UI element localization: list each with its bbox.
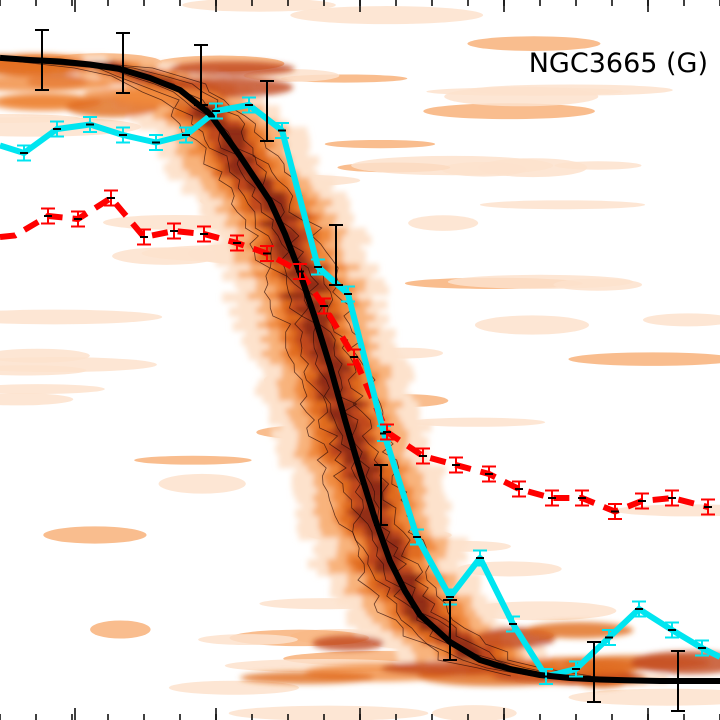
density-band: [365, 501, 390, 512]
density-band: [293, 263, 318, 274]
density-band: [351, 508, 376, 519]
density-blob: [240, 671, 374, 684]
density-band: [274, 213, 299, 224]
background-streak: [43, 526, 147, 544]
density-band: [296, 307, 321, 317]
model-line: [0, 54, 720, 684]
density-band: [221, 127, 246, 137]
background-streak: [134, 455, 252, 465]
density-blob: [114, 87, 222, 107]
density-band: [394, 573, 419, 584]
density-band: [304, 285, 329, 296]
density-band: [310, 350, 335, 361]
background-streak: [290, 6, 484, 25]
background-streak: [642, 313, 720, 327]
density-band: [277, 249, 302, 260]
density-band: [358, 465, 383, 476]
background-streak: [444, 86, 599, 107]
background-streak: [474, 315, 590, 335]
background-streak: [0, 309, 163, 325]
density-blob: [169, 61, 295, 77]
model-errorbar: [374, 464, 388, 526]
density-band: [328, 415, 353, 425]
background-streak: [408, 215, 479, 231]
density-contour-lines: [3, 59, 592, 677]
density-band: [375, 559, 400, 569]
background-streak: [351, 155, 554, 176]
background-streak: [479, 200, 646, 210]
density-band: [360, 494, 385, 505]
background-streak: [406, 417, 546, 427]
density-band: [263, 220, 288, 231]
density-band: [284, 292, 309, 303]
density-band: [218, 148, 243, 159]
density-band: [225, 163, 250, 173]
density-band: [375, 566, 400, 577]
series-layer: [0, 29, 720, 712]
model-errorbar: [116, 32, 130, 94]
density-band: [307, 314, 332, 325]
density-band: [381, 551, 406, 562]
model-errorbar: [260, 80, 274, 142]
density-band: [357, 515, 382, 526]
contour-line: [3, 59, 511, 677]
model-errorbar: [587, 641, 601, 703]
model-errorbar: [194, 44, 208, 106]
background-streak: [0, 348, 90, 363]
background-streak: [553, 278, 643, 291]
density-band: [448, 638, 473, 649]
background-streak: [0, 393, 74, 406]
background-streak: [0, 384, 105, 394]
density-blob: [631, 651, 720, 675]
model-errorbar: [671, 650, 685, 712]
background-streak: [90, 620, 151, 639]
background-streak: [568, 688, 720, 706]
background-streak: [432, 705, 517, 720]
observed-line: [0, 102, 720, 680]
density-band: [260, 191, 285, 202]
background-streak: [198, 634, 298, 646]
density-band: [221, 134, 246, 145]
background-streak: [423, 103, 595, 120]
contour-line: [4, 59, 532, 677]
contour-line: [17, 59, 541, 677]
background-streak: [324, 139, 436, 149]
density-band: [273, 242, 298, 253]
dispersion-line: [0, 194, 709, 515]
density-blob: [525, 621, 634, 639]
density-band: [282, 271, 307, 281]
density-band: [326, 364, 351, 375]
density-band: [338, 400, 363, 411]
background-streak: [0, 365, 87, 376]
density-band: [360, 487, 385, 497]
model-errorbar: [443, 599, 457, 661]
model-errorbar: [35, 29, 49, 91]
model-errorbar: [329, 224, 343, 286]
background-streak: [158, 473, 246, 494]
contour-line: [47, 59, 566, 677]
density-band: [409, 616, 434, 627]
density-band: [457, 652, 482, 663]
background-streak: [613, 504, 720, 517]
background-streak: [568, 352, 720, 366]
density-band: [403, 595, 428, 605]
density-blob: [0, 76, 114, 92]
density-band: [326, 407, 351, 418]
density-blob: [380, 661, 516, 676]
background-streak: [228, 705, 429, 720]
background-streak: [467, 36, 601, 51]
density-band: [317, 379, 342, 389]
background-streak: [182, 0, 336, 12]
density-blob: [312, 635, 385, 651]
density-band: [305, 299, 330, 310]
density-band: [361, 479, 386, 490]
density-band: [318, 393, 343, 404]
background-streak: [168, 680, 300, 695]
chart-title: NGC3665 (G): [529, 48, 708, 79]
density-band: [321, 386, 346, 397]
